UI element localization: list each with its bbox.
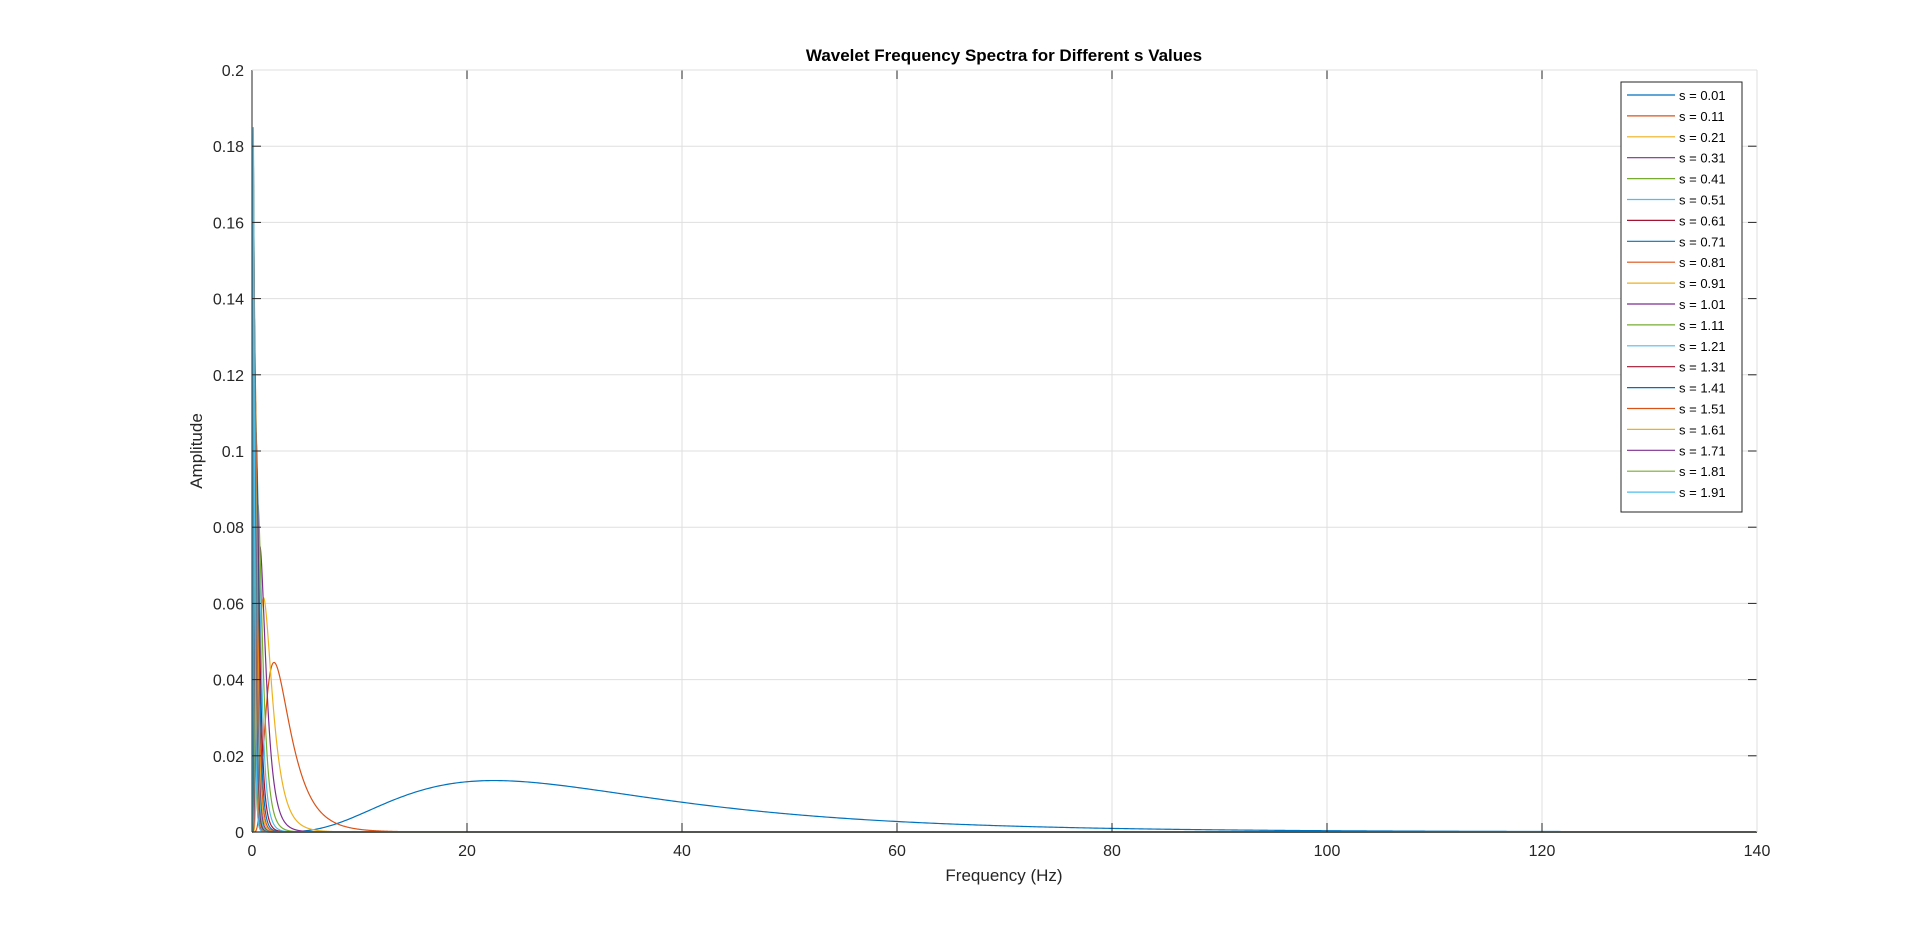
legend-entry: s = 1.41 xyxy=(1679,381,1726,396)
x-tick-label: 60 xyxy=(888,843,906,860)
legend-entry: s = 1.61 xyxy=(1679,422,1726,437)
y-tick-label: 0.04 xyxy=(213,673,244,690)
legend-entry: s = 1.01 xyxy=(1679,297,1726,312)
y-tick-label: 0.02 xyxy=(213,749,244,766)
legend-entry: s = 0.31 xyxy=(1679,151,1726,166)
grid xyxy=(252,70,1757,832)
legend-entry: s = 0.51 xyxy=(1679,193,1726,208)
y-tick-label: 0.18 xyxy=(213,139,244,156)
y-tick-label: 0.1 xyxy=(222,444,244,461)
legend-entry: s = 0.11 xyxy=(1679,109,1725,124)
x-tick-label: 0 xyxy=(248,843,257,860)
legend-entry: s = 0.81 xyxy=(1679,255,1726,270)
x-tick-label: 40 xyxy=(673,843,691,860)
legend-entry: s = 0.21 xyxy=(1679,130,1726,145)
y-tick-label: 0.08 xyxy=(213,520,244,537)
legend-entry: s = 0.01 xyxy=(1679,88,1726,103)
y-tick-label: 0.06 xyxy=(213,596,244,613)
x-tick-label: 100 xyxy=(1314,843,1341,860)
legend-entry: s = 0.41 xyxy=(1679,172,1726,187)
y-tick-label: 0.2 xyxy=(222,63,244,80)
tick-labels: 0 20 40 60 80 100 120 140 0 0.02 0.04 0.06 0.08 0.1 0.… xyxy=(213,63,1771,860)
y-tick-label: 0.12 xyxy=(213,368,244,385)
x-tick-label: 20 xyxy=(458,843,476,860)
x-tick-label: 80 xyxy=(1103,843,1121,860)
x-axis-label: Frequency (Hz) xyxy=(945,866,1062,885)
legend-entry: s = 0.61 xyxy=(1679,213,1726,228)
x-tick-label: 140 xyxy=(1744,843,1771,860)
legend-entry: s = 1.51 xyxy=(1679,402,1726,417)
y-tick-label: 0.16 xyxy=(213,215,244,232)
legend-entry: s = 1.31 xyxy=(1679,360,1726,375)
axes xyxy=(251,69,1758,833)
legend-entry: s = 1.21 xyxy=(1679,339,1726,354)
y-axis-label: Amplitude xyxy=(187,413,206,489)
legend-entry: s = 1.91 xyxy=(1679,485,1726,500)
legend-entry: s = 0.71 xyxy=(1679,234,1726,249)
chart-title: Wavelet Frequency Spectra for Different … xyxy=(806,46,1202,65)
legend-entry: s = 1.71 xyxy=(1679,443,1726,458)
legend-box xyxy=(1620,81,1743,513)
legend-entry: s = 1.11 xyxy=(1679,318,1725,333)
x-tick-label: 120 xyxy=(1529,843,1556,860)
legend: s = 0.01 s = 0.11 s = 0.21 s = 0.31 s = 0.41… xyxy=(1620,81,1743,513)
y-tick-label: 0.14 xyxy=(213,292,244,309)
y-tick-label: 0 xyxy=(235,825,244,842)
legend-entry: s = 0.91 xyxy=(1679,276,1726,291)
legend-entry: s = 1.81 xyxy=(1679,464,1726,479)
